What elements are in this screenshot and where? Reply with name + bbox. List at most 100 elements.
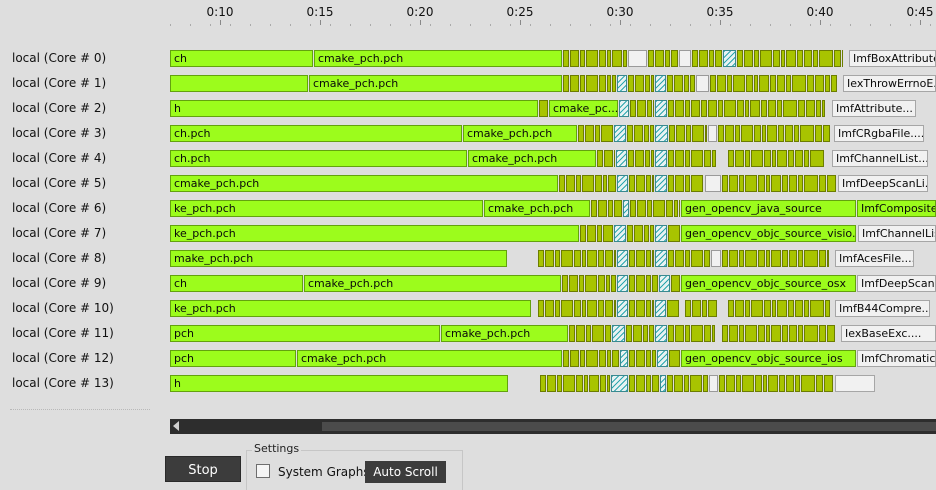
task-block[interactable] — [692, 300, 701, 317]
task-block[interactable] — [798, 175, 803, 192]
task-segment[interactable] — [835, 375, 875, 392]
task-block[interactable] — [824, 375, 833, 392]
task-block[interactable] — [782, 325, 788, 342]
task-block[interactable] — [671, 50, 678, 67]
task-block[interactable] — [679, 200, 680, 217]
task-segment[interactable] — [614, 225, 626, 242]
task-block[interactable] — [737, 50, 743, 67]
task-block[interactable] — [798, 250, 803, 267]
task-segment[interactable]: cmake_pch.pch — [297, 350, 562, 367]
task-segment[interactable] — [580, 225, 613, 242]
task-block[interactable] — [726, 375, 735, 392]
task-block[interactable] — [603, 225, 613, 242]
task-segment[interactable] — [648, 50, 678, 67]
task-segment[interactable]: ImfDeepScanL — [857, 275, 936, 292]
task-block[interactable] — [764, 150, 771, 167]
task-block[interactable] — [598, 300, 604, 317]
task-segment[interactable] — [629, 175, 654, 192]
task-segment[interactable] — [655, 125, 668, 142]
task-block[interactable] — [597, 225, 602, 242]
task-segment[interactable] — [569, 325, 611, 342]
task-segment[interactable]: cmake_pch.pch — [304, 275, 561, 292]
task-block[interactable] — [691, 325, 703, 342]
task-block[interactable] — [718, 100, 723, 117]
task-block[interactable] — [710, 75, 716, 92]
task-segment[interactable] — [719, 375, 834, 392]
system-graphs-label[interactable]: System Graphs — [278, 465, 370, 479]
task-block[interactable] — [825, 300, 830, 317]
task-block[interactable] — [646, 275, 651, 292]
task-segment[interactable] — [701, 100, 825, 117]
task-block[interactable] — [691, 100, 700, 117]
task-block[interactable] — [605, 300, 613, 317]
task-block[interactable] — [598, 275, 605, 292]
task-block[interactable] — [591, 200, 597, 217]
task-segment[interactable] — [705, 175, 721, 192]
task-block[interactable] — [636, 250, 645, 267]
task-block[interactable] — [628, 150, 634, 167]
task-segment[interactable] — [559, 175, 616, 192]
task-block[interactable] — [685, 150, 690, 167]
task-block[interactable] — [667, 375, 673, 392]
task-block[interactable] — [669, 125, 675, 142]
task-block[interactable] — [691, 150, 703, 167]
task-block[interactable] — [569, 325, 575, 342]
task-block[interactable] — [804, 300, 809, 317]
task-block[interactable] — [766, 175, 770, 192]
task-segment[interactable]: ImfAttribute... — [832, 100, 916, 117]
task-block[interactable] — [675, 100, 684, 117]
task-block[interactable] — [557, 375, 562, 392]
task-block[interactable] — [819, 50, 833, 67]
task-segment[interactable]: ImfChannelList.... — [832, 150, 928, 167]
task-block[interactable] — [666, 200, 673, 217]
task-block[interactable] — [586, 325, 591, 342]
task-block[interactable] — [570, 75, 579, 92]
task-block[interactable] — [704, 150, 711, 167]
task-block[interactable] — [686, 125, 691, 142]
task-block[interactable] — [675, 175, 684, 192]
task-block[interactable] — [636, 350, 645, 367]
task-block[interactable] — [786, 50, 796, 67]
task-block[interactable] — [724, 100, 736, 117]
task-block[interactable] — [729, 175, 738, 192]
task-segment[interactable] — [628, 75, 654, 92]
task-segment[interactable] — [655, 100, 667, 117]
task-segment[interactable] — [623, 200, 629, 217]
task-block[interactable] — [804, 150, 809, 167]
task-block[interactable] — [582, 300, 586, 317]
task-block[interactable] — [806, 100, 815, 117]
task-block[interactable] — [637, 100, 646, 117]
task-block[interactable] — [646, 175, 651, 192]
task-segment[interactable] — [630, 200, 680, 217]
task-block[interactable] — [646, 350, 651, 367]
task-block[interactable] — [599, 350, 606, 367]
task-block[interactable] — [623, 50, 627, 67]
task-segment[interactable] — [667, 375, 708, 392]
task-block[interactable] — [627, 125, 633, 142]
task-segment[interactable] — [630, 100, 654, 117]
task-block[interactable] — [754, 50, 759, 67]
task-block[interactable] — [612, 50, 622, 67]
task-block[interactable] — [563, 350, 569, 367]
task-block[interactable] — [633, 325, 642, 342]
task-block[interactable] — [646, 300, 651, 317]
task-segment[interactable]: cmake_pch.pch — [468, 150, 596, 167]
task-block[interactable] — [722, 325, 728, 342]
task-segment[interactable] — [668, 250, 710, 267]
task-block[interactable] — [562, 275, 568, 292]
task-block[interactable] — [605, 250, 613, 267]
task-block[interactable] — [728, 150, 734, 167]
task-block[interactable] — [758, 250, 765, 267]
task-segment[interactable] — [668, 175, 704, 192]
task-block[interactable] — [690, 75, 695, 92]
task-block[interactable] — [685, 300, 691, 317]
task-block[interactable] — [729, 250, 738, 267]
task-segment[interactable] — [718, 125, 830, 142]
task-block[interactable] — [598, 250, 604, 267]
task-segment[interactable] — [538, 250, 616, 267]
task-segment[interactable] — [612, 325, 625, 342]
task-segment[interactable] — [628, 150, 654, 167]
horizontal-scrollbar[interactable] — [170, 419, 936, 434]
task-segment[interactable]: ImfComposite — [857, 200, 936, 217]
task-block[interactable] — [647, 200, 652, 217]
